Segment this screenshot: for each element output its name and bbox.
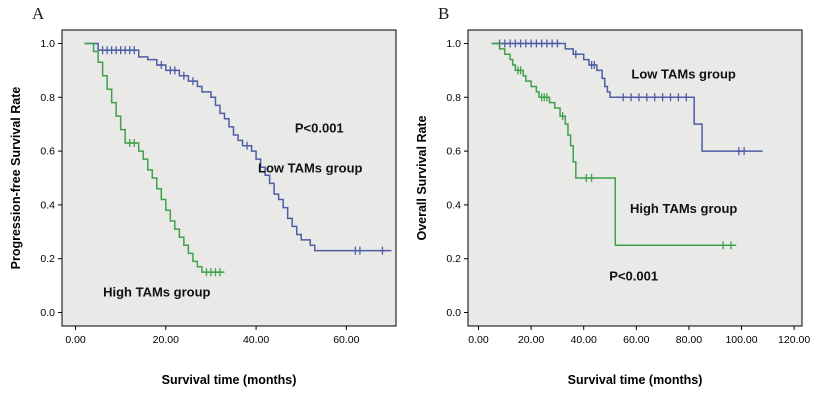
y-tick-label: 0.2: [40, 253, 55, 265]
y-tick-label: 0.6: [446, 146, 461, 158]
x-tick-label: 40.00: [571, 334, 597, 346]
x-tick-label: 100.00: [725, 334, 757, 346]
y-tick-label: 0.2: [446, 253, 461, 265]
y-tick-label: 0.6: [40, 146, 55, 158]
annotation-label: P<0.001: [609, 268, 658, 283]
annotation-label: High TAMs group: [103, 284, 210, 299]
x-axis-title: Survival time (months): [162, 373, 297, 387]
annotation-label: High TAMs group: [630, 201, 737, 216]
annotation-label: Low TAMs group: [258, 161, 363, 176]
x-tick-label: 120.00: [778, 334, 810, 346]
km-plot-progression-free-survival: A 0.00 20.00 40.00 60.00 0.0 0.2 0.4 0.6 0.8 1.0 P…: [9, 4, 397, 387]
x-tick-label: 60.00: [333, 334, 359, 346]
x-tick-label: 20.00: [153, 334, 179, 346]
x-tick-label: 40.00: [243, 334, 269, 346]
panel-a-letter: A: [32, 4, 45, 23]
y-axis-title: Progression-free Survival Rate: [9, 87, 23, 270]
y-tick-label: 1.0: [446, 38, 461, 50]
panel-b: B 0.00 20.00 40.00 60.00 80.00 100.00 120.00 0.…: [412, 2, 818, 398]
x-tick-label: 0.00: [65, 334, 86, 346]
y-tick-label: 0.4: [446, 199, 461, 211]
x-tick-label: 80.00: [676, 334, 702, 346]
plot-area: [61, 29, 397, 327]
y-tick-label: 0.4: [40, 199, 55, 211]
survival-curve: [491, 42, 763, 152]
x-axis-title: Survival time (months): [568, 373, 703, 387]
km-plot-overall-survival: B 0.00 20.00 40.00 60.00 80.00 100.00 120.00 0.…: [415, 4, 810, 387]
survival-curve: [491, 42, 737, 247]
panel-a: A 0.00 20.00 40.00 60.00 0.0 0.2 0.4 0.6 0.8 1.0 P…: [6, 2, 412, 398]
panel-b-letter: B: [438, 4, 449, 23]
x-tick-label: 60.00: [623, 334, 649, 346]
x-tick-label: 0.00: [468, 334, 489, 346]
annotation-label: Low TAMs group: [631, 66, 736, 81]
y-tick-label: 0.0: [446, 307, 461, 319]
y-axis-title: Overall Survival Rate: [415, 115, 429, 240]
y-tick-label: 0.0: [40, 307, 55, 319]
y-tick-label: 0.8: [446, 92, 461, 104]
x-tick-label: 20.00: [518, 334, 544, 346]
survival-curve: [84, 42, 225, 273]
plot-area: [467, 29, 803, 327]
y-tick-label: 1.0: [40, 38, 55, 50]
y-tick-label: 0.8: [40, 92, 55, 104]
annotation-label: P<0.001: [295, 120, 344, 135]
